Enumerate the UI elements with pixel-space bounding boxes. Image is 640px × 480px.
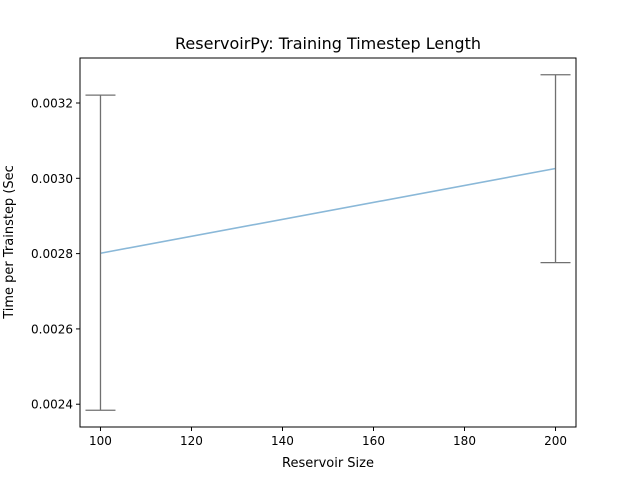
y-tick-label: 0.0024 xyxy=(31,398,73,412)
x-tick-label: 180 xyxy=(453,434,476,448)
data-marks xyxy=(85,74,571,411)
y-tick-label: 0.0026 xyxy=(31,322,73,336)
x-tick-label: 140 xyxy=(271,434,294,448)
y-axis-label: Time per Trainstep (Sec xyxy=(2,165,17,320)
y-tick-label: 0.0032 xyxy=(31,96,73,110)
axis-ticks: 100 120 140 160 180 200 0.0024 0.0026 0.0028 0.00… xyxy=(31,96,567,448)
x-tick-label: 100 xyxy=(89,434,112,448)
x-axis-label: Reservoir Size xyxy=(282,456,374,471)
y-tick-label: 0.0028 xyxy=(31,247,73,261)
x-tick-label: 120 xyxy=(180,434,203,448)
chart-title: ReservoirPy: Training Timestep Length xyxy=(175,34,481,53)
x-tick-label: 200 xyxy=(544,434,567,448)
axes-frame xyxy=(79,57,577,428)
series-line xyxy=(100,167,556,255)
x-tick-label: 160 xyxy=(362,434,385,448)
y-tick-label: 0.0030 xyxy=(31,172,73,186)
